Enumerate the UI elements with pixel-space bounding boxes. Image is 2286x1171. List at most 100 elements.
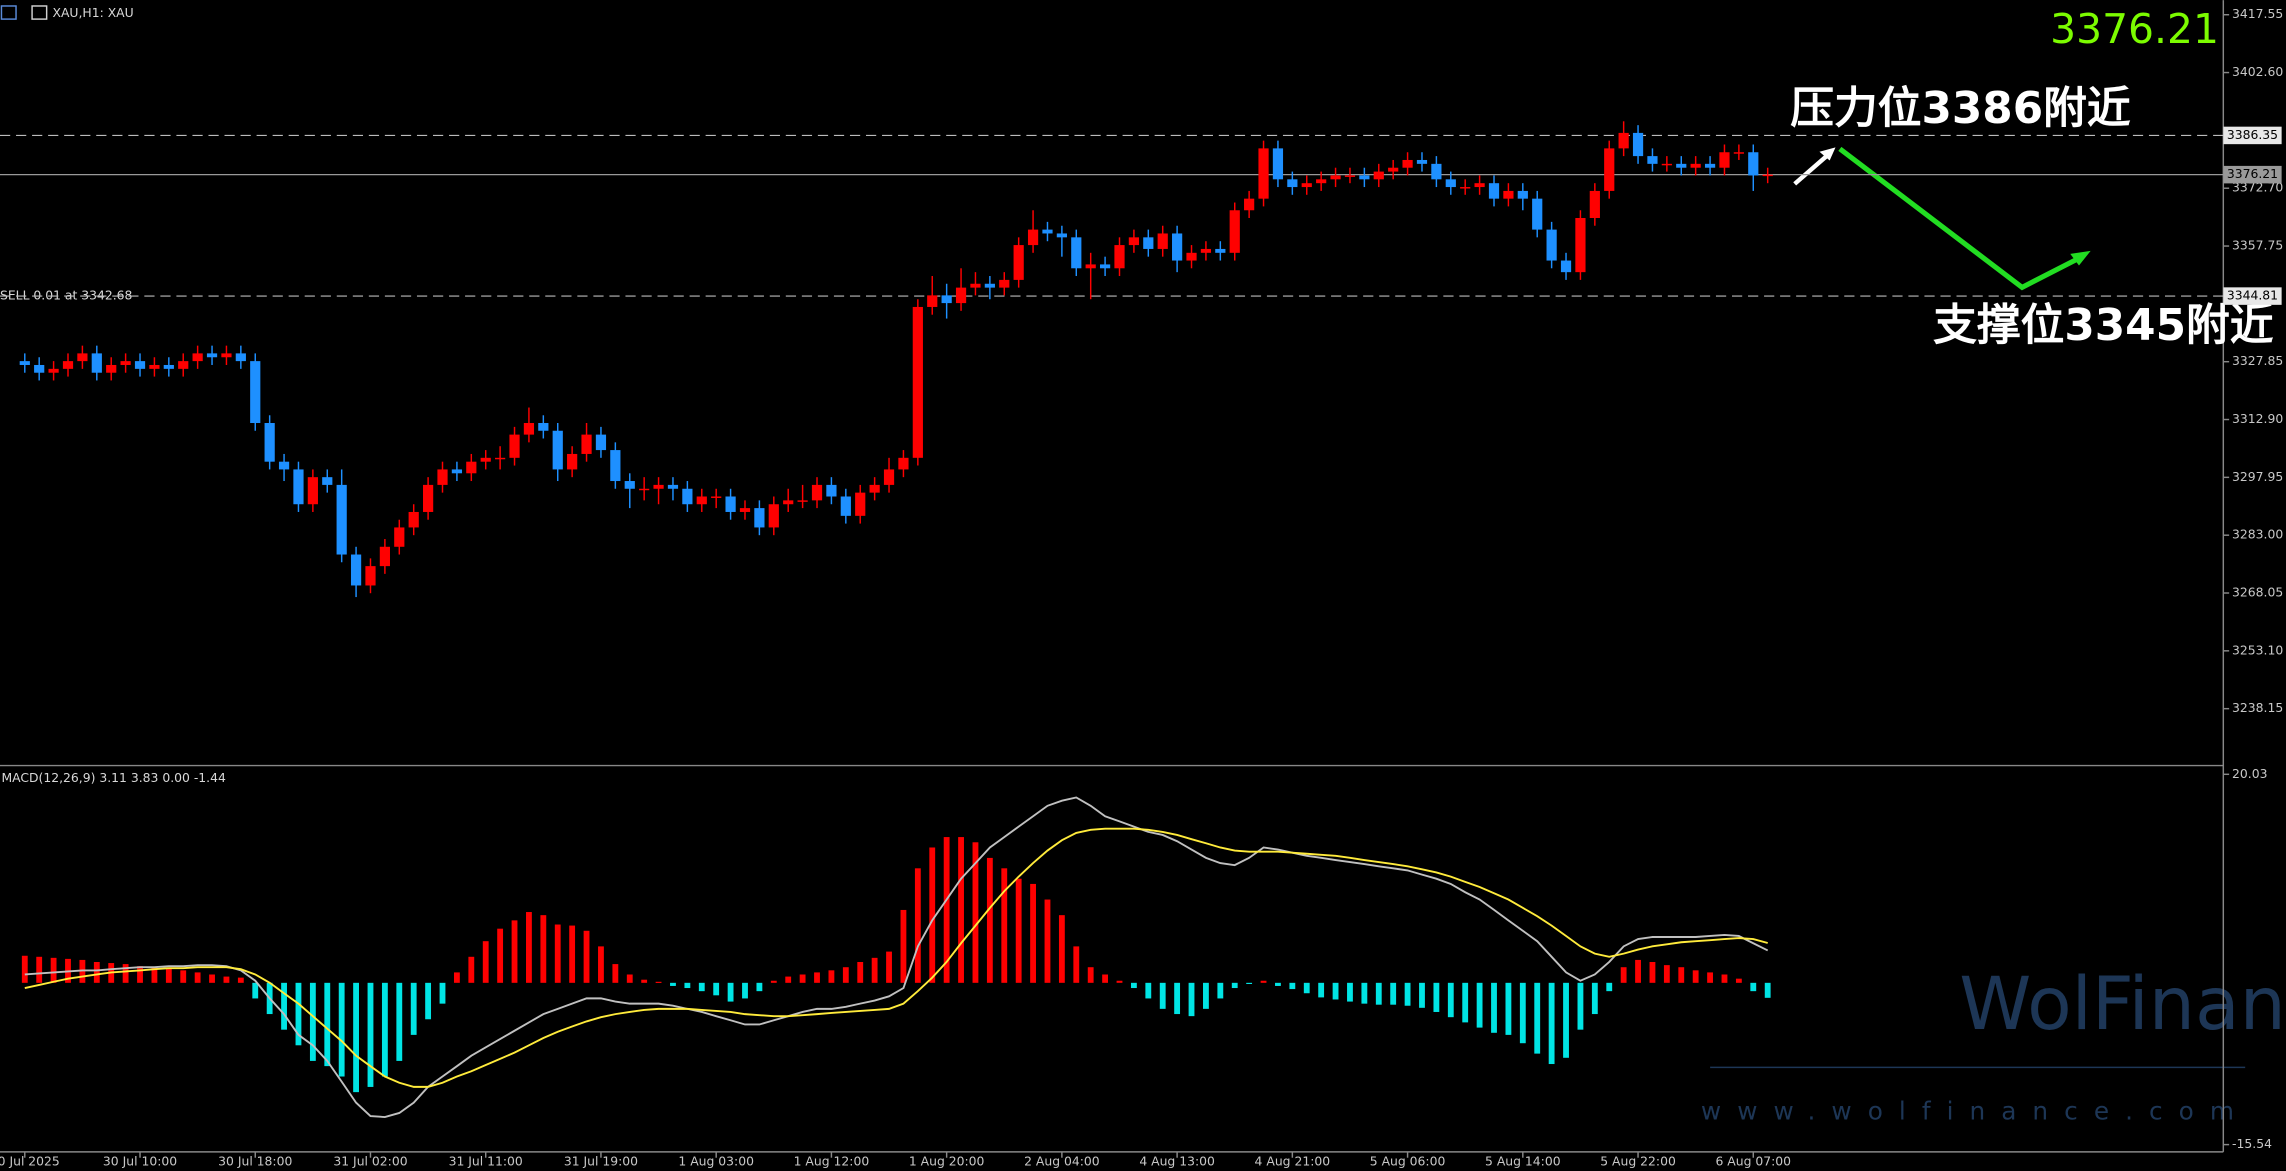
macd-bar bbox=[1260, 980, 1267, 983]
candle-body bbox=[682, 488, 693, 505]
candle-body bbox=[379, 546, 390, 567]
macd-bar bbox=[1404, 982, 1411, 1006]
x-tick-label: 6 Aug 07:00 bbox=[1715, 1154, 1791, 1169]
candle-body bbox=[1099, 264, 1111, 269]
macd-bar bbox=[453, 972, 460, 983]
menu-icon[interactable] bbox=[0, 5, 17, 20]
candle-body bbox=[235, 353, 246, 362]
candle-body bbox=[1258, 148, 1269, 199]
macd-bar bbox=[986, 857, 993, 983]
candle-body bbox=[437, 469, 448, 485]
macd-bar bbox=[497, 928, 504, 983]
candle-body bbox=[1330, 175, 1341, 180]
macd-bar bbox=[1707, 972, 1713, 983]
candle-body bbox=[1200, 248, 1212, 253]
candle-body bbox=[422, 484, 434, 512]
candle-body bbox=[1431, 163, 1442, 180]
y-tick-label: 3253.10 bbox=[2232, 642, 2283, 657]
candle-body bbox=[869, 484, 880, 493]
macd-bar bbox=[900, 909, 907, 983]
candle-body bbox=[1416, 159, 1428, 164]
macd-bar bbox=[79, 959, 86, 983]
macd-bar bbox=[1606, 982, 1613, 992]
macd-bar bbox=[381, 982, 388, 1077]
candle-body bbox=[1560, 260, 1572, 273]
macd-bar bbox=[1635, 959, 1641, 983]
macd-bar bbox=[1548, 982, 1555, 1065]
candle-body bbox=[567, 453, 578, 470]
x-tick-label: 1 Aug 03:00 bbox=[678, 1154, 754, 1169]
candle-body bbox=[278, 461, 290, 470]
candle-body bbox=[984, 283, 995, 288]
candle-body bbox=[595, 434, 607, 451]
candle-body bbox=[1748, 152, 1759, 176]
candle-body bbox=[264, 423, 275, 462]
candle-body bbox=[466, 461, 477, 474]
candle-body bbox=[1316, 179, 1327, 184]
macd-bar bbox=[410, 982, 417, 1035]
candle-body bbox=[1186, 252, 1197, 261]
macd-bar bbox=[396, 982, 403, 1061]
candle-body bbox=[322, 477, 333, 485]
macd-bar bbox=[439, 982, 446, 1004]
macd-bar bbox=[1015, 878, 1022, 983]
candle-body bbox=[1445, 179, 1456, 188]
candle-body bbox=[178, 361, 189, 369]
candle-body bbox=[34, 364, 45, 373]
candle-body bbox=[1460, 187, 1471, 189]
candle-body bbox=[1402, 159, 1413, 168]
macd-bar bbox=[1303, 982, 1310, 994]
chart-icon[interactable] bbox=[31, 5, 48, 20]
macd-bar bbox=[1390, 982, 1397, 1005]
candle-body bbox=[811, 484, 823, 501]
trade-label: SELL 0.01 at 3342.68 bbox=[0, 288, 133, 303]
macd-line bbox=[24, 827, 1768, 1088]
macd-bar bbox=[828, 970, 835, 983]
candle-body bbox=[523, 423, 535, 435]
candle-body bbox=[1215, 248, 1226, 253]
x-tick-label: 4 Aug 21:00 bbox=[1255, 1154, 1331, 1169]
macd-bar bbox=[1318, 982, 1325, 998]
macd-bar bbox=[252, 982, 259, 999]
macd-bar bbox=[1246, 982, 1253, 984]
macd-bar bbox=[1433, 982, 1440, 1012]
macd-bar bbox=[137, 966, 143, 983]
x-tick-label: 5 Aug 14:00 bbox=[1485, 1154, 1561, 1169]
macd-bar bbox=[151, 967, 158, 983]
macd-bar bbox=[93, 962, 100, 983]
x-tick-label: 1 Aug 20:00 bbox=[909, 1154, 985, 1169]
macd-bar bbox=[1188, 982, 1195, 1017]
y-tick-label: 3357.75 bbox=[2232, 238, 2283, 253]
macd-bar bbox=[1750, 982, 1757, 992]
x-tick-label: 30 Jul 10:00 bbox=[103, 1154, 177, 1169]
candle-body bbox=[1719, 152, 1730, 168]
white-arrow-head bbox=[1819, 147, 1836, 161]
macd-bar bbox=[583, 930, 590, 983]
x-tick-label: 4 Aug 13:00 bbox=[1139, 1154, 1215, 1169]
candle-body bbox=[855, 492, 866, 516]
macd-bar bbox=[554, 924, 561, 983]
candle-body bbox=[955, 287, 967, 304]
macd-bar bbox=[612, 964, 619, 983]
candle-body bbox=[1301, 183, 1312, 188]
candle-body bbox=[840, 496, 851, 516]
macd-bar bbox=[1073, 946, 1080, 983]
candle-body bbox=[192, 353, 203, 362]
green-path bbox=[1838, 146, 2084, 291]
candle-body bbox=[163, 364, 174, 369]
macd-bar bbox=[1491, 982, 1497, 1033]
candle-body bbox=[639, 488, 650, 491]
candle-body bbox=[1114, 245, 1125, 269]
candle-body bbox=[1027, 229, 1039, 246]
macd-bar bbox=[180, 970, 187, 983]
candle-body bbox=[1143, 237, 1154, 249]
y-tick-label: 3297.95 bbox=[2232, 469, 2283, 484]
macd-bar bbox=[1591, 982, 1598, 1015]
macd-bar bbox=[1476, 982, 1483, 1028]
y-tick-label: 3312.90 bbox=[2232, 411, 2283, 426]
white-arrow bbox=[1793, 153, 1830, 186]
macd-bar bbox=[511, 920, 518, 983]
macd-bar bbox=[1361, 982, 1368, 1004]
macd-bar bbox=[1678, 967, 1685, 983]
macd-bar bbox=[1130, 982, 1137, 989]
